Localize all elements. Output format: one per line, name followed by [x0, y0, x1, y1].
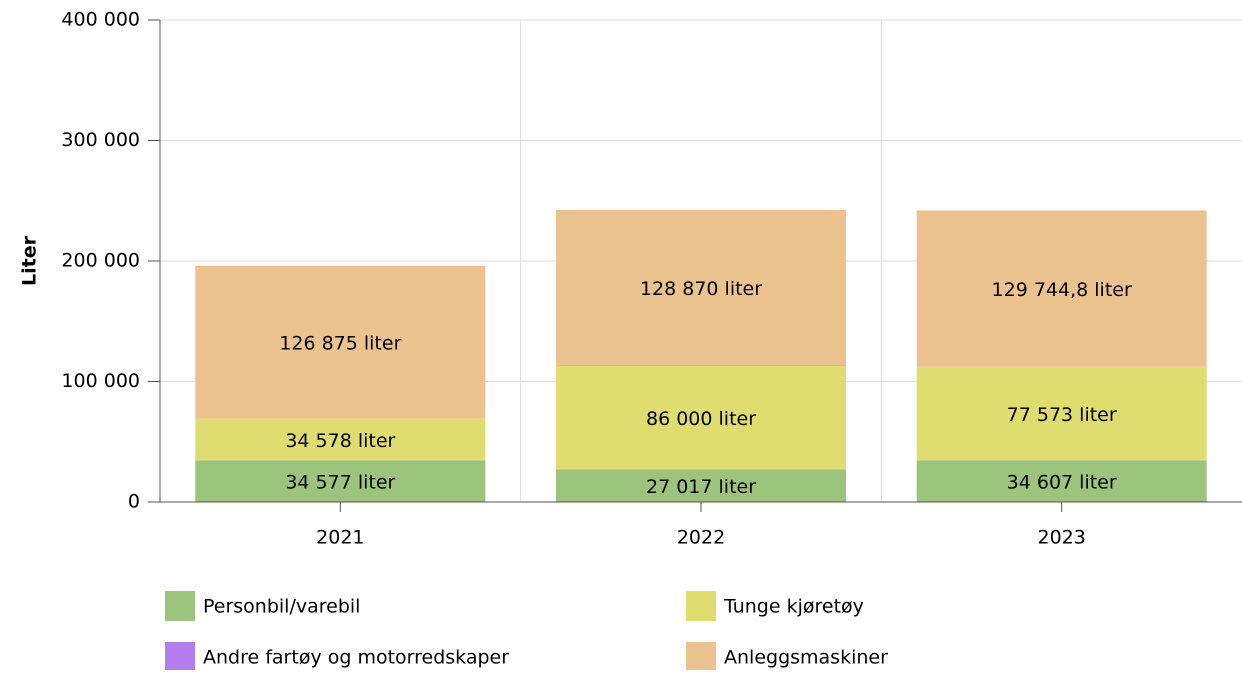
bar-segment: [556, 209, 846, 366]
data-label: 27 017 liter: [646, 476, 756, 498]
data-label: 34 607 liter: [1007, 472, 1117, 494]
bar-segment: [556, 469, 846, 502]
y-axis-label: Liter: [19, 235, 41, 286]
data-label: 129 744,8 liter: [992, 279, 1132, 301]
legend-label: Anleggsmaskiner: [724, 647, 888, 669]
x-tick-label: 2023: [1037, 527, 1085, 549]
legend-swatch: [686, 591, 716, 621]
data-label: 86 000 liter: [646, 408, 756, 430]
bar-segment: [195, 265, 486, 419]
y-tick-label: 300 000: [61, 129, 140, 151]
data-label: 128 870 liter: [640, 278, 762, 300]
y-tick-label: 200 000: [61, 250, 140, 272]
x-tick-label: 2021: [316, 527, 364, 549]
data-label: 126 875 liter: [279, 333, 401, 355]
legend-label: Andre fartøy og motorredskaper: [203, 647, 509, 669]
bar-segment: [195, 460, 486, 502]
bar-segment: [916, 366, 1207, 461]
data-label: 34 578 liter: [285, 430, 395, 452]
legend-label: Personbil/varebil: [203, 596, 360, 618]
legend-swatch: [686, 642, 716, 672]
legend-swatch: [165, 591, 195, 621]
y-tick-label: 100 000: [61, 370, 140, 392]
y-tick-label: 0: [128, 491, 140, 513]
bar-segment: [916, 460, 1207, 502]
bar-segment: [556, 365, 846, 470]
x-tick-label: 2022: [677, 527, 725, 549]
bar-segment: [195, 418, 486, 461]
bar-segment: [556, 365, 846, 366]
data-label: 34 577 liter: [285, 472, 395, 494]
legend-label: Tunge kjøretøy: [723, 596, 864, 618]
y-tick-label: 400 000: [61, 9, 140, 31]
bar-segment: [916, 210, 1207, 367]
data-label: 77 573 liter: [1007, 404, 1117, 426]
legend-swatch: [165, 642, 195, 672]
